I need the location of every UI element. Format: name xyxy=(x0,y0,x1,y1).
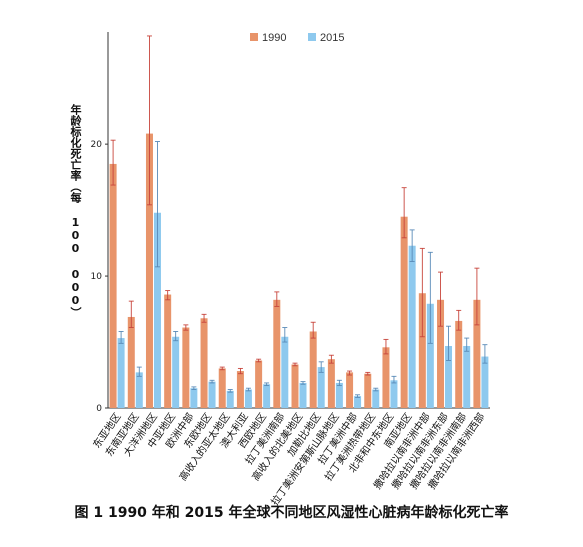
bar-1990-3 xyxy=(164,294,172,408)
y-tick-label: 0 xyxy=(96,404,102,414)
plot-area: 01020东亚地区东南亚地区大洋洲地区中亚地区欧洲中部东欧地区高收入的亚太地区澳… xyxy=(90,32,490,508)
bar-1990-7 xyxy=(236,371,244,408)
bar-2015-3 xyxy=(172,336,180,408)
bar-1990-15 xyxy=(382,347,390,408)
bar-1990-17 xyxy=(418,293,426,408)
bar-1990-2 xyxy=(145,133,153,408)
bar-1990-19 xyxy=(455,320,463,408)
bar-2015-12 xyxy=(335,382,343,408)
bar-2015-15 xyxy=(390,380,398,408)
bar-1990-18 xyxy=(437,299,445,408)
bar-1990-5 xyxy=(200,318,208,408)
bar-2015-8 xyxy=(263,384,271,408)
bar-2015-13 xyxy=(354,396,362,408)
bar-1990-12 xyxy=(327,359,335,408)
y-axis-label: 年龄标化死亡率（每 100 000） xyxy=(69,104,82,318)
bar-1990-10 xyxy=(291,364,299,408)
bar-2015-10 xyxy=(299,382,307,408)
legend-swatch-2015 xyxy=(308,33,316,41)
bar-2015-0 xyxy=(117,338,125,408)
bar-2015-17 xyxy=(426,303,434,408)
bar-2015-4 xyxy=(190,388,198,408)
bar-2015-19 xyxy=(463,345,471,408)
bar-2015-18 xyxy=(445,345,453,408)
bar-2015-11 xyxy=(317,367,325,408)
bar-1990-6 xyxy=(218,368,226,408)
legend-label-2015: 2015 xyxy=(320,32,344,44)
bar-1990-9 xyxy=(273,299,281,408)
bar-1990-4 xyxy=(182,327,190,408)
bar-2015-6 xyxy=(226,390,234,408)
bar-2015-5 xyxy=(208,381,216,408)
legend: 1990 2015 xyxy=(250,32,344,44)
bar-2015-7 xyxy=(244,389,252,408)
bar-2015-14 xyxy=(372,389,380,408)
legend-label-1990: 1990 xyxy=(262,32,286,44)
bar-2015-16 xyxy=(408,245,416,408)
bar-1990-13 xyxy=(346,372,354,408)
figure-caption: 图 1 1990 年和 2015 年全球不同地区风湿性心脏病年龄标化死亡率 xyxy=(74,505,509,521)
bar-1990-0 xyxy=(109,163,117,408)
bar-1990-8 xyxy=(255,360,263,408)
bar-2015-2 xyxy=(153,212,161,408)
bar-1990-20 xyxy=(473,299,481,408)
legend-swatch-1990 xyxy=(250,33,258,41)
y-tick-label: 10 xyxy=(91,272,103,282)
bar-1990-14 xyxy=(364,373,372,408)
y-tick-label: 20 xyxy=(91,140,103,150)
bar-2015-9 xyxy=(281,336,289,408)
bar-2015-20 xyxy=(481,356,489,408)
bar-1990-16 xyxy=(400,216,408,408)
bar-2015-1 xyxy=(135,372,143,408)
bar-1990-1 xyxy=(127,316,135,408)
bar-1990-11 xyxy=(309,331,317,408)
